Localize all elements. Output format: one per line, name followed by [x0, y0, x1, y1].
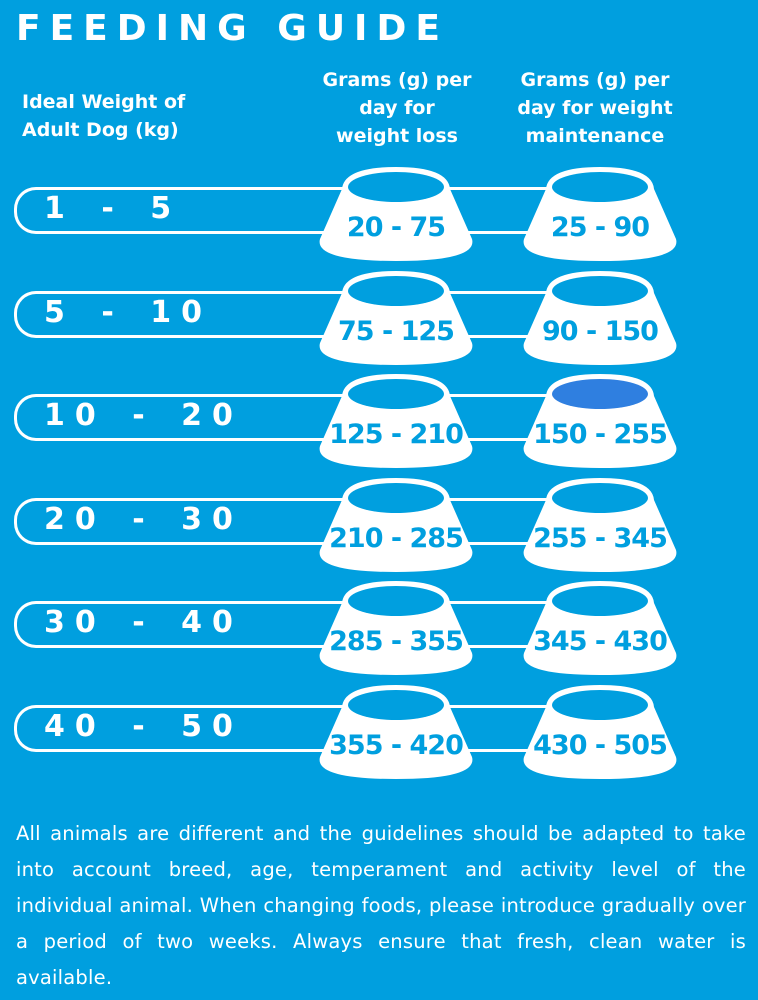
feeding-note: All animals are different and the guidel…	[16, 822, 746, 989]
weight-loss-amount: 125 - 210	[329, 419, 464, 450]
bowl-icon: 20 - 75	[314, 163, 478, 263]
header-weight-loss: Grams (g) per day for weight loss	[322, 69, 472, 147]
bowl-icon: 75 - 125	[314, 267, 478, 367]
bowl-icon: 210 - 285	[314, 474, 478, 574]
maintenance-amount: 430 - 505	[533, 729, 668, 761]
header-weight-maintenance: Grams (g) per day for weight maintenance	[517, 69, 673, 147]
page-title: FEEDING GUIDE	[16, 8, 449, 49]
bowl-icon: 255 - 345	[518, 474, 682, 574]
weight-band	[14, 704, 617, 752]
header-weight: Ideal Weight of Adult Dog (kg)	[22, 91, 186, 141]
weight-loss-amount: 75 - 125	[338, 315, 455, 347]
weight-range: 40 - 50	[44, 708, 243, 744]
table-row: 30 - 40 285 - 355 345 - 430	[0, 577, 758, 681]
weight-range: 5 - 10	[44, 294, 212, 330]
weight-range: 20 - 30	[44, 501, 243, 537]
maintenance-amount: 345 - 430	[533, 626, 668, 657]
weight-loss-amount: 20 - 75	[346, 212, 446, 243]
maintenance-amount: 150 - 255	[533, 419, 668, 450]
weight-band	[14, 290, 617, 338]
weight-band	[14, 497, 617, 545]
maintenance-amount: 90 - 150	[542, 315, 659, 347]
maintenance-amount: 25 - 90	[550, 212, 650, 243]
weight-range: 30 - 40	[44, 605, 243, 640]
bowl-icon: 355 - 420	[314, 681, 478, 781]
table-row: 10 - 20 125 - 210 150 - 255	[0, 370, 758, 474]
table-row: 20 - 30 210 - 285 255 - 345	[0, 474, 758, 578]
table-row: 1 - 5 20 - 75 25 - 90	[0, 163, 758, 267]
weight-loss-amount: 355 - 420	[329, 729, 464, 761]
bowl-icon: 345 - 430	[518, 577, 682, 677]
bowl-icon: 25 - 90	[518, 163, 682, 263]
bowl-icon: 430 - 505	[518, 681, 682, 781]
bowl-icon: 285 - 355	[314, 577, 478, 677]
bowl-icon: 125 - 210	[314, 370, 478, 470]
maintenance-amount: 255 - 345	[533, 522, 668, 554]
weight-band	[14, 187, 617, 234]
table-row: 5 - 10 75 - 125 90 - 150	[0, 267, 758, 371]
weight-range: 10 - 20	[44, 398, 243, 433]
weight-loss-amount: 210 - 285	[329, 522, 464, 554]
table-row: 40 - 50 355 - 420 430 - 505	[0, 681, 758, 785]
bowl-icon: 150 - 255	[518, 370, 682, 470]
weight-band	[14, 394, 617, 441]
weight-range: 1 - 5	[44, 191, 182, 226]
weight-loss-amount: 285 - 355	[329, 626, 464, 657]
bowl-icon: 90 - 150	[518, 267, 682, 367]
weight-band	[14, 601, 617, 648]
